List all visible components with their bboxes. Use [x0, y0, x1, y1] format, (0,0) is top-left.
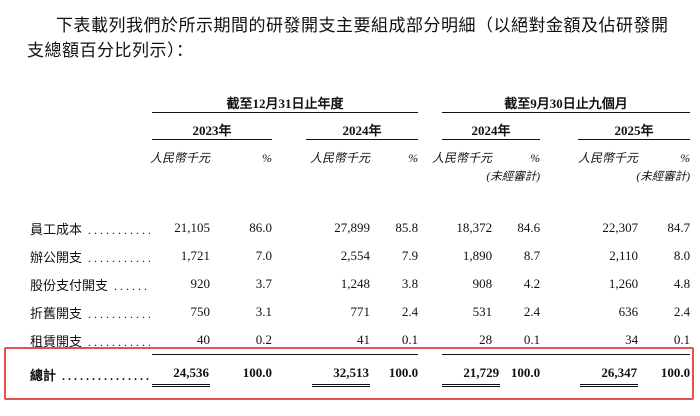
- value-cell: 920: [190, 276, 211, 291]
- value-cell: 40: [197, 332, 210, 347]
- total-value-cell: 32,513: [306, 354, 370, 400]
- value-cell: 28: [479, 332, 493, 347]
- value-cell: 8.7: [523, 248, 541, 263]
- dot-leader: [62, 369, 150, 384]
- year-header-2023: 2023年: [152, 112, 272, 140]
- row-label: 員工成本: [30, 221, 83, 237]
- value-cell: 4.8: [673, 276, 691, 291]
- unit-header: 人民幣千元: [432, 151, 493, 165]
- value-cell: 84.7: [667, 220, 691, 235]
- value-cell: 2,110: [609, 248, 639, 263]
- value-cell: 7.9: [401, 248, 419, 263]
- dot-leader: [114, 279, 150, 294]
- percent-header: %: [680, 151, 691, 165]
- dot-leader: [88, 307, 150, 322]
- table-row-lease-expenses: 租賃開支 40 0.2 41 0.1 28 0.1 34 0.1: [30, 326, 690, 355]
- value-cell: 7.0: [255, 248, 272, 263]
- period-header-annual: 截至12月31日止年度: [152, 90, 419, 113]
- value-cell: 2.4: [401, 304, 419, 319]
- dot-leader: [88, 223, 150, 238]
- value-cell: 908: [472, 276, 493, 291]
- value-cell: 0.1: [523, 332, 541, 347]
- value-cell: 21,105: [174, 220, 210, 235]
- year-header-2024-9m: 2024年: [442, 112, 541, 140]
- row-label: 辦公開支: [30, 249, 83, 265]
- total-row: 總計 24,536 100.0 32,513 100.0 21,729 100.…: [30, 354, 691, 400]
- value-cell: 531: [472, 304, 493, 319]
- percent-header: %: [408, 151, 419, 165]
- row-label: 租賃開支: [30, 333, 83, 349]
- percent-header: %: [262, 151, 272, 165]
- table-row-staff-costs: 員工成本 21,105 86.0 27,899 85.8 18,372 84.6…: [30, 214, 690, 242]
- value-cell: 2.4: [673, 304, 691, 319]
- value-cell: 3.8: [401, 276, 419, 291]
- value-cell: 1,721: [180, 248, 210, 263]
- row-label: 折舊開支: [30, 305, 83, 321]
- total-value-cell: 100.0: [492, 354, 541, 400]
- value-cell: 771: [350, 304, 371, 319]
- value-cell: 0.1: [401, 332, 419, 347]
- value-cell: 85.8: [395, 220, 419, 235]
- value-cell: 4.2: [523, 276, 541, 291]
- value-cell: 86.0: [249, 220, 272, 235]
- value-cell: 750: [190, 304, 211, 319]
- year-header-2025-9m: 2025年: [578, 112, 691, 140]
- value-cell: 1,260: [608, 276, 639, 291]
- dot-leader: [88, 335, 150, 350]
- value-cell: 22,307: [602, 220, 639, 235]
- value-cell: 2.4: [523, 304, 541, 319]
- table-row-depreciation: 折舊開支 750 3.1 771 2.4 531 2.4 636 2.4: [30, 298, 690, 326]
- table-row-office-expenses: 辦公開支 1,721 7.0 2,554 7.9 1,890 8.7 2,110…: [30, 242, 690, 270]
- value-cell: 3.1: [255, 304, 272, 319]
- unit-header: 人民幣千元: [309, 151, 370, 165]
- intro-line-1: 下表載列我們於所示期間的研發開支主要組成部分明細（以絕對金額及佔研發開: [56, 16, 669, 35]
- unit-header: 人民幣千元: [149, 151, 210, 165]
- value-cell: 3.7: [255, 276, 272, 291]
- percent-header: %: [530, 151, 541, 165]
- value-cell: 84.6: [517, 220, 541, 235]
- value-cell: 0.1: [673, 332, 691, 347]
- unit-header: 人民幣千元: [578, 151, 639, 165]
- unaudited-note: (未經審計): [636, 171, 691, 183]
- total-value-cell: 100.0: [210, 354, 272, 400]
- total-label: 總計: [30, 367, 57, 383]
- table-row-share-based-payment: 股份支付開支 920 3.7 1,248 3.8 908 4.2 1,260 4…: [30, 270, 690, 298]
- total-value-cell: 24,536: [152, 354, 210, 400]
- value-cell: 18,372: [456, 220, 493, 235]
- value-cell: 1,890: [462, 248, 493, 263]
- year-header-2024fy: 2024年: [306, 112, 419, 140]
- total-value-cell: 100.0: [638, 354, 691, 400]
- rd-expense-table: 截至12月31日止年度 截至9月30日止九個月 2023年 2024年 2024…: [30, 90, 691, 400]
- row-label: 股份支付開支: [30, 277, 109, 293]
- intro-paragraph: 下表載列我們於所示期間的研發開支主要組成部分明細（以絕對金額及佔研發開 支總額百…: [27, 13, 673, 63]
- value-cell: 2,554: [340, 248, 370, 263]
- total-value-cell: 21,729: [442, 354, 501, 400]
- total-value-cell: 26,347: [578, 354, 639, 400]
- value-cell: 41: [357, 332, 370, 347]
- value-cell: 27,899: [334, 220, 370, 235]
- value-cell: 0.2: [255, 332, 272, 347]
- total-value-cell: 100.0: [370, 354, 419, 400]
- value-cell: 636: [618, 304, 639, 319]
- value-cell: 34: [625, 332, 639, 347]
- period-header-nine-months: 截至9月30日止九個月: [442, 90, 691, 113]
- dot-leader: [88, 251, 150, 266]
- value-cell: 8.0: [673, 248, 691, 263]
- value-cell: 1,248: [340, 276, 370, 291]
- unaudited-note: (未經審計): [486, 171, 541, 183]
- intro-line-2: 支總額百分比列示）：: [27, 41, 194, 60]
